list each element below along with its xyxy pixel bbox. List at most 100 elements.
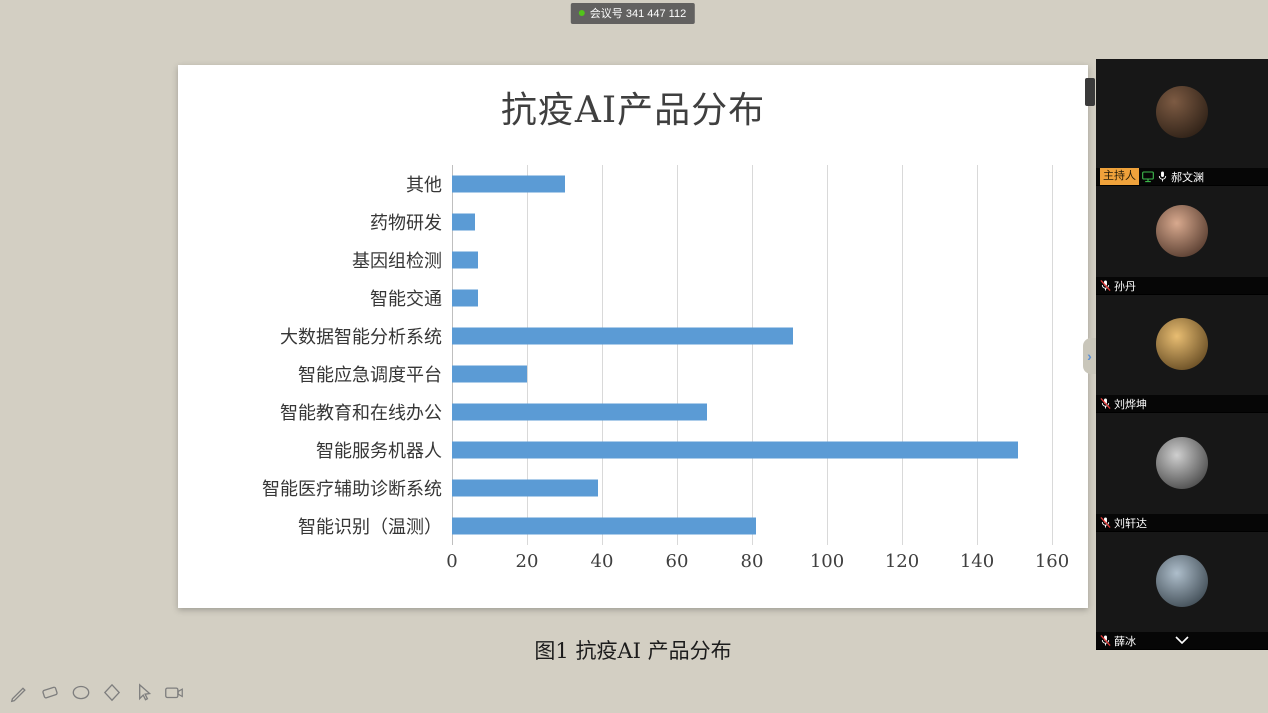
- collapse-list-button[interactable]: [1165, 633, 1199, 647]
- scrollbar-thumb[interactable]: [1085, 78, 1095, 106]
- category-label: 大数据智能分析系统: [280, 327, 442, 348]
- chart-row: 智能教育和在线办公: [214, 393, 1052, 431]
- gridline: [902, 165, 903, 545]
- participant-name: 刘烨坤: [1114, 398, 1147, 411]
- x-tick-label: 140: [959, 551, 995, 572]
- bar-chart: 其他药物研发基因组检测智能交通大数据智能分析系统智能应急调度平台智能教育和在线办…: [214, 165, 1069, 575]
- tool-diamond[interactable]: [101, 681, 123, 703]
- chart-row: 智能交通: [214, 279, 1052, 317]
- participant-tile[interactable]: 薛冰: [1096, 532, 1268, 650]
- chart-row: 药物研发: [214, 203, 1052, 241]
- bar: [452, 479, 599, 497]
- x-axis-ticks: 0 20 40 60 80 100 120 140 160: [446, 545, 1069, 575]
- chart-row: 智能应急调度平台: [214, 355, 1052, 393]
- bar: [452, 403, 707, 421]
- gridline: [752, 165, 753, 545]
- meeting-id-label: 会议号 341 447 112: [589, 8, 687, 20]
- bar: [452, 289, 479, 307]
- participants-panel: 主持人 郝文渊 孙丹 刘烨坤 刘轩达 薛冰: [1096, 59, 1268, 650]
- meeting-id-badge[interactable]: 会议号 341 447 112: [570, 3, 696, 24]
- category-label: 智能服务机器人: [316, 441, 442, 462]
- x-tick-label: 80: [740, 551, 764, 572]
- chart-title: 抗疫AI产品分布: [500, 90, 766, 131]
- select-arrow-icon: [139, 683, 152, 701]
- chart-row: 其他: [214, 165, 1052, 203]
- mic-muted-icon: [1100, 279, 1111, 292]
- participant-name-bar: 薛冰: [1096, 632, 1268, 649]
- participant-name-bar: 刘烨坤: [1096, 395, 1268, 412]
- shared-slide: 抗疫AI产品分布 其他药物研发基因组检测智能交通大数据智能分析系统智能应急调度平…: [178, 65, 1088, 608]
- gridline: [602, 165, 603, 545]
- bar: [452, 517, 756, 535]
- host-badge: 主持人: [1100, 168, 1139, 185]
- category-label: 智能应急调度平台: [298, 365, 442, 386]
- mic-muted-icon: [1100, 397, 1111, 410]
- sidebar-toggle-button[interactable]: ›: [1083, 338, 1096, 374]
- category-label: 其他: [406, 175, 442, 196]
- x-tick-label: 40: [590, 551, 614, 572]
- gridline: [827, 165, 828, 545]
- tool-ellipse[interactable]: [70, 681, 92, 703]
- chart-row: 智能识别（温测）: [214, 507, 1052, 545]
- chart-row: 基因组检测: [214, 241, 1052, 279]
- chart-rows: 其他药物研发基因组检测智能交通大数据智能分析系统智能应急调度平台智能教育和在线办…: [214, 165, 1052, 545]
- bar: [452, 327, 794, 345]
- category-label: 智能识别（温测）: [298, 517, 442, 538]
- pen-icon: [10, 687, 26, 703]
- gridlines: [452, 165, 1053, 545]
- bar: [452, 441, 1019, 459]
- chart-row: 大数据智能分析系统: [214, 317, 1052, 355]
- bar: [452, 213, 475, 231]
- bar: [452, 365, 527, 383]
- chevron-right-icon: ›: [1087, 348, 1092, 364]
- tool-select-arrow[interactable]: [132, 681, 154, 703]
- category-label: 智能交通: [370, 289, 442, 310]
- screen-share-icon: [1142, 170, 1154, 182]
- participant-name: 郝文渊: [1171, 171, 1204, 184]
- chevron-down-icon: [1175, 636, 1189, 644]
- category-label: 智能医疗辅助诊断系统: [262, 479, 442, 500]
- x-tick-label: 60: [665, 551, 689, 572]
- bar: [452, 251, 479, 269]
- gridline: [452, 165, 453, 545]
- figure-caption: 图1 抗疫AI 产品分布: [534, 639, 732, 663]
- x-tick-label: 0: [446, 551, 458, 572]
- avatar: [1156, 318, 1208, 371]
- diamond-icon: [103, 683, 121, 702]
- tool-screenshot[interactable]: [163, 681, 185, 703]
- participant-name: 刘轩达: [1114, 517, 1147, 530]
- mic-muted-icon: [1100, 516, 1111, 529]
- participant-tile[interactable]: 孙丹: [1096, 186, 1268, 295]
- x-tick-label: 120: [884, 551, 920, 572]
- participant-name-bar: 刘轩达: [1096, 514, 1268, 531]
- participant-name: 薛冰: [1114, 635, 1136, 648]
- mic-icon: [1158, 171, 1167, 182]
- tool-pen[interactable]: [8, 681, 30, 703]
- chart-row: 智能服务机器人: [214, 431, 1052, 469]
- avatar: [1156, 205, 1208, 258]
- participant-name-bar: 孙丹: [1096, 277, 1268, 294]
- avatar: [1156, 85, 1208, 138]
- tool-eraser[interactable]: [39, 681, 61, 703]
- gridline: [527, 165, 528, 545]
- avatar: [1156, 436, 1208, 489]
- x-tick-label: 100: [809, 551, 845, 572]
- chart-row: 智能医疗辅助诊断系统: [214, 469, 1052, 507]
- eraser-icon: [42, 686, 58, 699]
- participant-tile[interactable]: 主持人 郝文渊: [1096, 59, 1268, 186]
- category-label: 药物研发: [370, 213, 442, 234]
- annotation-toolbar: [8, 681, 185, 703]
- avatar: [1156, 555, 1208, 608]
- bar: [452, 175, 565, 193]
- x-tick-label: 160: [1034, 551, 1070, 572]
- gridline: [1052, 165, 1053, 545]
- gridline: [977, 165, 978, 545]
- participant-tile[interactable]: 刘烨坤: [1096, 295, 1268, 413]
- x-tick-label: 20: [515, 551, 539, 572]
- participant-tile[interactable]: 刘轩达: [1096, 413, 1268, 532]
- participant-name-bar: 主持人 郝文渊: [1096, 168, 1268, 185]
- live-dot-icon: [578, 10, 585, 16]
- ellipse-icon: [72, 685, 90, 700]
- screenshot-icon: [165, 687, 183, 699]
- gridline: [677, 165, 678, 545]
